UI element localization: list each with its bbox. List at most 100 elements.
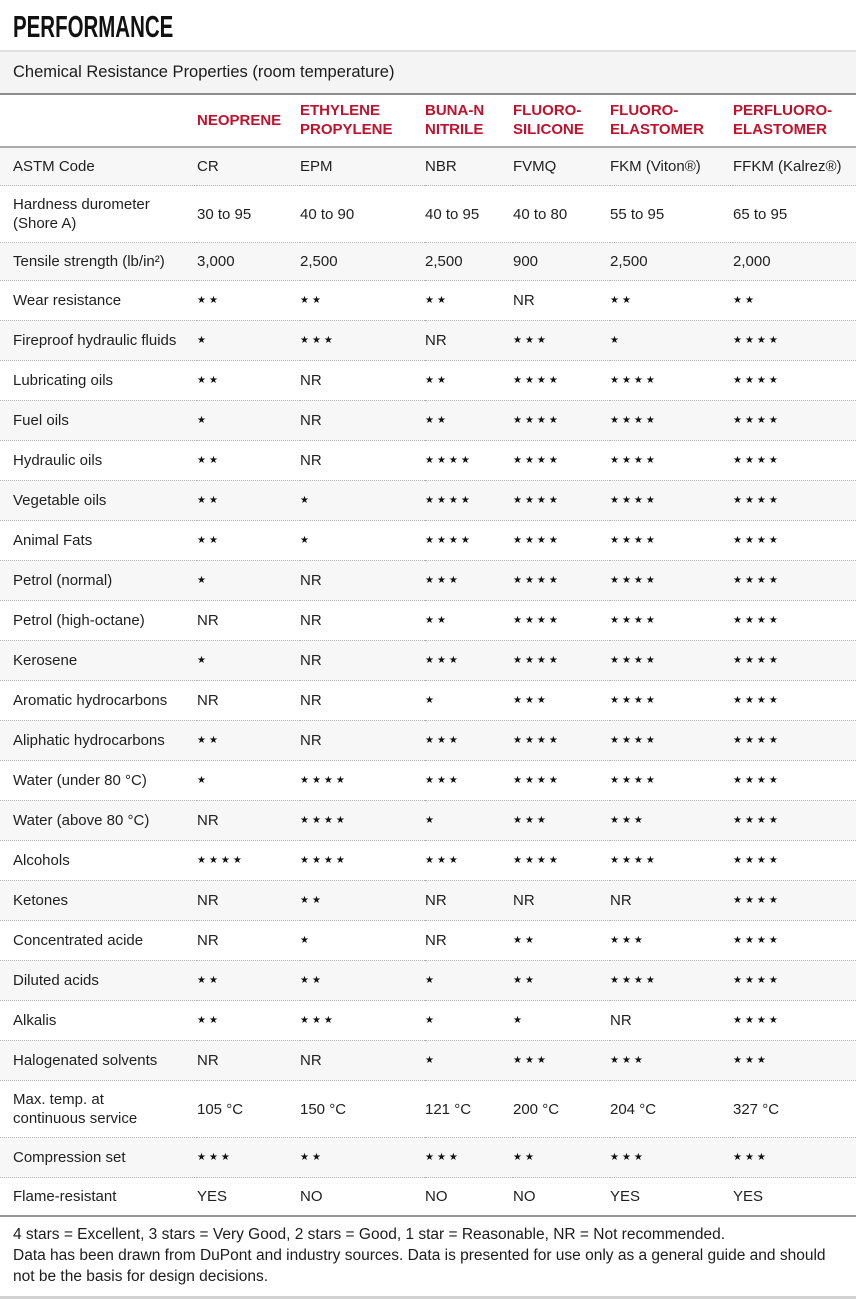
star-rating: ★★★★ [197, 855, 245, 866]
star-rating: ★★★★ [610, 615, 658, 626]
page-title-bar: PERFORMANCE [0, 0, 856, 52]
cell-value: 3,000 [197, 242, 300, 281]
star-rating: ★★★ [197, 1152, 233, 1163]
cell-value: ★★★★ [733, 880, 856, 921]
cell-value: 200 °C [513, 1080, 610, 1138]
cell-value: ★ [197, 640, 300, 681]
row-label: ASTM Code [0, 147, 197, 186]
cell-value: 900 [513, 242, 610, 281]
star-rating: ★★★★ [513, 615, 561, 626]
row-label: Tensile strength (lb/in²) [0, 242, 197, 281]
cell-value: ★★★ [513, 320, 610, 361]
star-rating: ★ [425, 695, 437, 706]
star-rating: ★★★ [610, 815, 646, 826]
star-rating: ★ [300, 535, 312, 546]
table-row: Flame-resistant YES NO NO NO YES YES [0, 1177, 856, 1215]
cell-value: ★★★★ [513, 480, 610, 521]
cell-value: ★ [197, 400, 300, 441]
star-rating: ★ [197, 655, 209, 666]
star-rating: ★★★ [513, 335, 549, 346]
star-rating: ★★★★ [610, 735, 658, 746]
cell-value: ★★★ [425, 640, 513, 681]
star-rating: ★★★★ [733, 375, 781, 386]
star-rating: ★★★ [513, 1055, 549, 1066]
table-row: Petrol (normal) ★ NR ★★★ ★★★★ ★★★★ ★★★★ [0, 560, 856, 601]
cell-value: ★★ [513, 960, 610, 1001]
cell-value: NR [300, 1040, 425, 1081]
cell-value: ★★ [300, 1137, 425, 1178]
cell-value: ★★★★ [610, 560, 733, 601]
cell-value: ★★ [197, 360, 300, 401]
cell-value: NO [300, 1188, 323, 1205]
star-rating: ★★★★ [300, 855, 348, 866]
star-rating: ★★ [425, 295, 449, 306]
table-row: Diluted acids ★★ ★★ ★ ★★ ★★★★ ★★★★ [0, 960, 856, 1001]
star-rating: ★★ [197, 975, 221, 986]
row-label: Hardness durometer (Shore A) [0, 185, 197, 243]
star-rating: ★★★ [425, 1152, 461, 1163]
star-rating: ★ [425, 1015, 437, 1026]
cell-value: ★★★★ [610, 640, 733, 681]
table-row: Aromatic hydrocarbons NR NR ★ ★★★ ★★★★ ★★★★ [0, 680, 856, 721]
column-header: FLUORO- SILICONE [513, 95, 610, 148]
cell-value: YES [610, 1188, 641, 1205]
row-label: Max. temp. at continuous service [0, 1080, 197, 1138]
cell-value: ★★★★ [733, 400, 856, 441]
cell-value: NR [300, 440, 425, 481]
star-rating: ★★★ [425, 575, 461, 586]
row-label: Fuel oils [0, 400, 197, 441]
table-row: Lubricating oils ★★ NR ★★ ★★★★ ★★★★ ★★★★ [0, 360, 856, 401]
cell-value: ★★ [425, 400, 513, 441]
star-rating: ★★★★ [733, 695, 781, 706]
cell-value: ★★★ [610, 800, 733, 841]
star-rating: ★★ [197, 495, 221, 506]
cell-value: FKM (Viton®) [610, 147, 733, 186]
cell-value: ★★★ [425, 840, 513, 881]
star-rating: ★★★★ [513, 575, 561, 586]
star-rating: ★★★★ [610, 415, 658, 426]
cell-value: NO [425, 1188, 448, 1205]
column-header: ETHYLENE PROPYLENE [300, 95, 425, 148]
cell-value: ★★ [197, 720, 300, 761]
cell-value: ★★★★ [733, 320, 856, 361]
star-rating: ★★★ [300, 335, 336, 346]
table-row: Fuel oils ★ NR ★★ ★★★★ ★★★★ ★★★★ [0, 400, 856, 441]
cell-value: 2,500 [425, 242, 513, 281]
cell-value: ★★★★ [513, 360, 610, 401]
star-rating: ★★★★ [610, 975, 658, 986]
cell-value: NR [197, 1040, 300, 1081]
row-label: Compression set [0, 1137, 197, 1178]
table-row: Alkalis ★★ ★★★ ★ ★ NR ★★★★ [0, 1000, 856, 1041]
cell-value: ★★★ [425, 1137, 513, 1178]
star-rating: ★ [425, 815, 437, 826]
cell-value: ★★★ [610, 1137, 733, 1178]
cell-value: ★★★ [197, 1137, 300, 1178]
row-label: Petrol (high-octane) [0, 600, 197, 641]
star-rating: ★★ [425, 615, 449, 626]
cell-value: ★★★★ [610, 680, 733, 721]
row-label: Diluted acids [0, 960, 197, 1001]
star-rating: ★★★★ [513, 775, 561, 786]
table-row: Petrol (high-octane) NR NR ★★ ★★★★ ★★★★ ★★★★ [0, 600, 856, 641]
cell-value: ★★★★ [513, 520, 610, 561]
cell-value: ★★★★ [610, 840, 733, 881]
cell-value: NR [300, 560, 425, 601]
table-row: Hydraulic oils ★★ NR ★★★★ ★★★★ ★★★★ ★★★★ [0, 440, 856, 481]
star-rating: ★ [197, 415, 209, 426]
cell-value: ★★★★ [610, 440, 733, 481]
cell-value: ★★★ [513, 680, 610, 721]
cell-value: YES [197, 1188, 228, 1205]
star-rating: ★★★★ [425, 535, 473, 546]
cell-value: ★★★★ [733, 840, 856, 881]
column-header: FLUORO- ELASTOMER [610, 95, 733, 148]
cell-value: 105 °C [197, 1080, 300, 1138]
cell-value: ★★★★ [733, 1000, 856, 1041]
star-rating: ★★ [197, 1015, 221, 1026]
cell-value: ★★ [197, 520, 300, 561]
star-rating: ★★★ [425, 775, 461, 786]
star-rating: ★ [300, 935, 312, 946]
cell-value: ★ [513, 1000, 610, 1041]
cell-value: EPM [300, 147, 425, 186]
table-row: Ketones NR ★★ NR NR NR ★★★★ [0, 880, 856, 921]
star-rating: ★★★★ [733, 495, 781, 506]
